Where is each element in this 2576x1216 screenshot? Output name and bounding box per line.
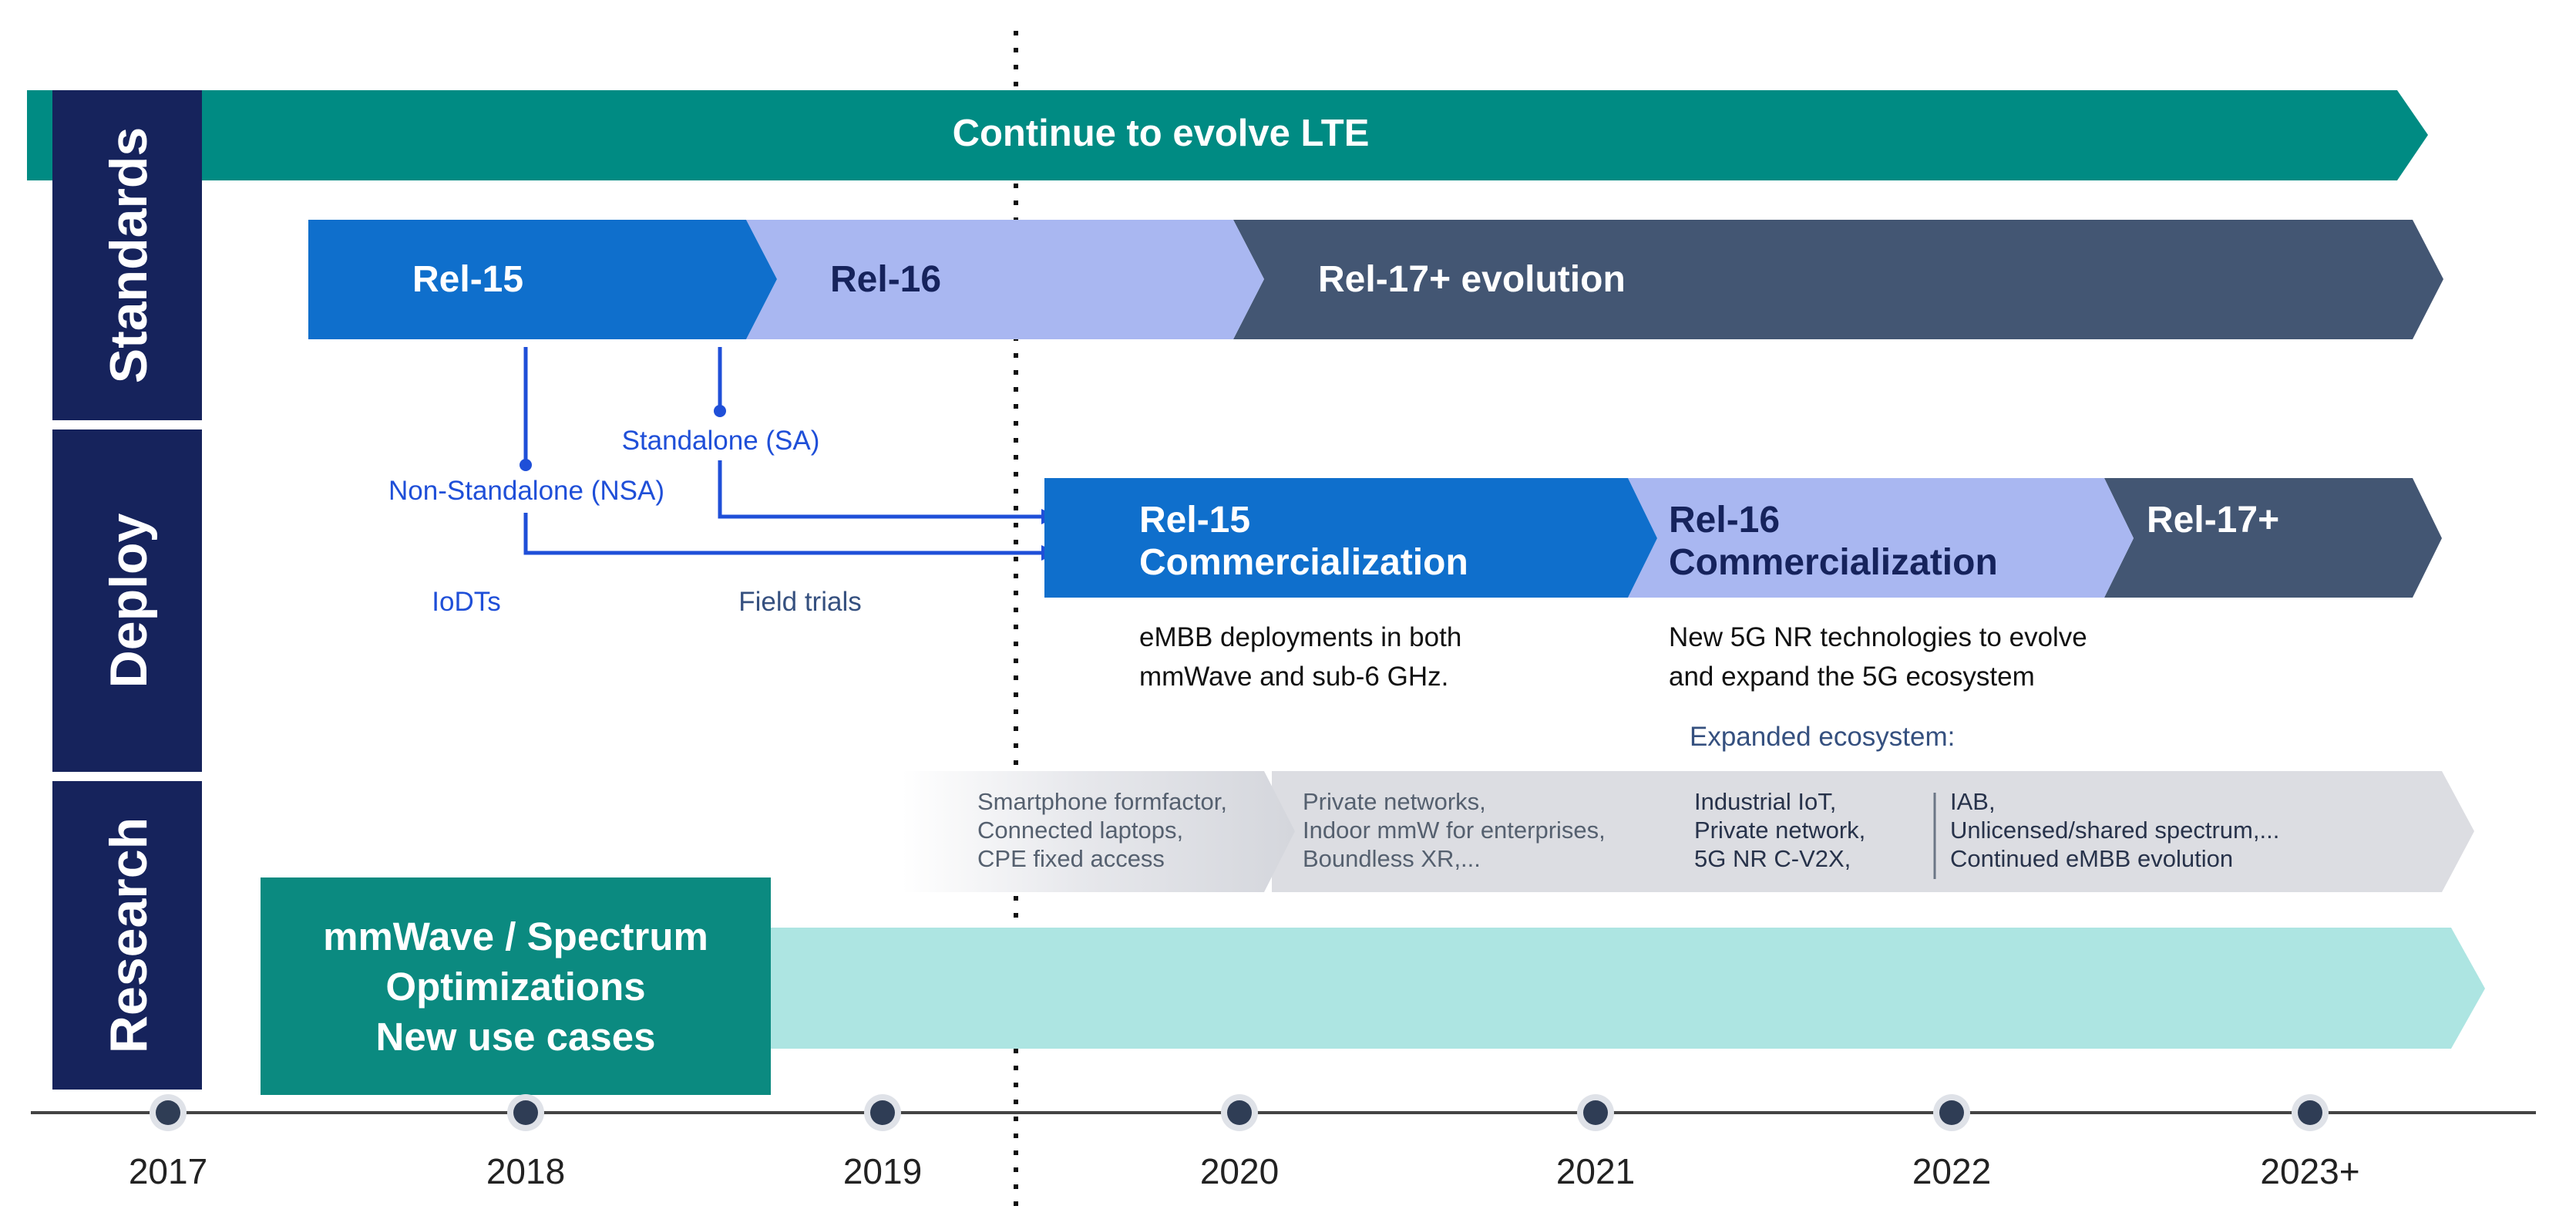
ecosystem-arrow-band: Smartphone formfactor, Connected laptops… (902, 771, 2474, 892)
eco-4-line-1: IAB, (1950, 788, 1996, 815)
deploy-side-panel (52, 429, 202, 772)
lte-bar-shape (27, 90, 2428, 180)
research-label: Research (99, 817, 158, 1053)
eco-2-line-2: Indoor mmW for enterprises, (1303, 817, 1606, 844)
rel15-chevron (308, 220, 777, 339)
eco-2-line-3: Boundless XR,... (1303, 845, 1481, 872)
field-trials-label: Field trials (738, 587, 861, 617)
nsa-connector-bottom (523, 513, 1044, 555)
year-label: 2017 (129, 1151, 207, 1191)
year-label: 2023+ (2260, 1151, 2359, 1191)
rel15-commercial-release: Rel-15 (1139, 500, 1250, 541)
deploy-label: Deploy (99, 513, 158, 688)
commercialization-chevrons: Rel-15 Commercialization Rel-16 Commerci… (1044, 478, 2442, 598)
sa-label: Standalone (SA) (622, 426, 820, 456)
mmwave-box (261, 877, 771, 1095)
rel17-evolution-label: Rel-17+ evolution (1318, 259, 1626, 300)
rel17-commercial-chevron (2104, 478, 2442, 598)
eco-3-line-2: Private network, (1694, 817, 1865, 844)
rel16-chevron (746, 220, 1264, 339)
standards-side-panel (52, 90, 202, 420)
mmwave-box-line-3: New use cases (376, 1015, 656, 1059)
rel15-note-line-2: mmWave and sub-6 GHz. (1139, 662, 1448, 692)
rel16-commercial-release: Rel-16 (1669, 500, 1780, 541)
rel15-commercial-chevron (1044, 478, 1657, 598)
year-marker-dot (1583, 1100, 1608, 1125)
year-label: 2022 (1912, 1151, 1991, 1191)
lte-bar-label: Continue to evolve LTE (953, 113, 1370, 154)
research-side-panel (52, 781, 202, 1090)
timeline-markers: 2017 2018 2019 2020 2021 2022 2023+ (129, 1094, 2360, 1191)
nsa-label: Non-Standalone (NSA) (388, 476, 664, 506)
mmwave-box-line-1: mmWave / Spectrum (323, 915, 708, 958)
ecosystem-segment-4 (1657, 771, 2474, 892)
year-marker-dot (2298, 1100, 2322, 1125)
sa-dot (714, 405, 726, 417)
expanded-ecosystem-label: Expanded ecosystem: (1690, 722, 1955, 752)
eco-3-line-3: 5G NR C-V2X, (1694, 845, 1851, 872)
rel17-commercial-label: Rel-17+ (2147, 500, 2279, 541)
eco-4-line-3: Continued eMBB evolution (1950, 845, 2233, 872)
eco-1-line-2: Connected laptops, (977, 817, 1183, 844)
year-marker-dot (1227, 1100, 1252, 1125)
rel16-note-line-2: and expand the 5G ecosystem (1669, 662, 2035, 692)
standards-label: Standards (99, 127, 158, 384)
nsa-dot (520, 459, 532, 471)
rel16-commercial-label: Commercialization (1669, 542, 1998, 583)
rel16-label: Rel-16 (830, 259, 941, 300)
release-chevrons: Rel-15 Rel-16 Rel-17+ evolution (308, 220, 2443, 339)
year-label: 2021 (1556, 1151, 1635, 1191)
iodts-label: IoDTs (432, 587, 500, 617)
rel15-note-line-1: eMBB deployments in both (1139, 622, 1461, 652)
year-label: 2019 (843, 1151, 922, 1191)
rel16-note-line-1: New 5G NR technologies to evolve (1669, 622, 2087, 652)
eco-1-line-1: Smartphone formfactor, (977, 788, 1227, 815)
research-light-arrow (763, 928, 2485, 1049)
sa-connector-bottom (718, 460, 1044, 519)
year-label: 2018 (486, 1151, 565, 1191)
rel15-commercial-label: Commercialization (1139, 542, 1468, 583)
year-marker-dot (1939, 1100, 1964, 1125)
year-marker-dot (513, 1100, 538, 1125)
lte-evolution-bar: Continue to evolve LTE (27, 90, 2428, 180)
ecosystem-segment-2 (1272, 771, 1688, 892)
nsa-sa-connectors (523, 347, 1044, 555)
eco-2-line-1: Private networks, (1303, 788, 1486, 815)
eco-3-line-1: Industrial IoT, (1694, 788, 1836, 815)
rel15-label: Rel-15 (412, 259, 523, 300)
ecosystem-segment-1 (902, 771, 1295, 892)
rel16-commercial-chevron (1628, 478, 2134, 598)
eco-4-line-2: Unlicensed/shared spectrum,... (1950, 817, 2279, 844)
year-marker-dot (870, 1100, 895, 1125)
year-label: 2020 (1200, 1151, 1279, 1191)
rel17-chevron (1233, 220, 2443, 339)
mmwave-box-line-2: Optimizations (385, 965, 645, 1009)
year-marker-dot (156, 1100, 180, 1125)
eco-1-line-3: CPE fixed access (977, 845, 1165, 872)
